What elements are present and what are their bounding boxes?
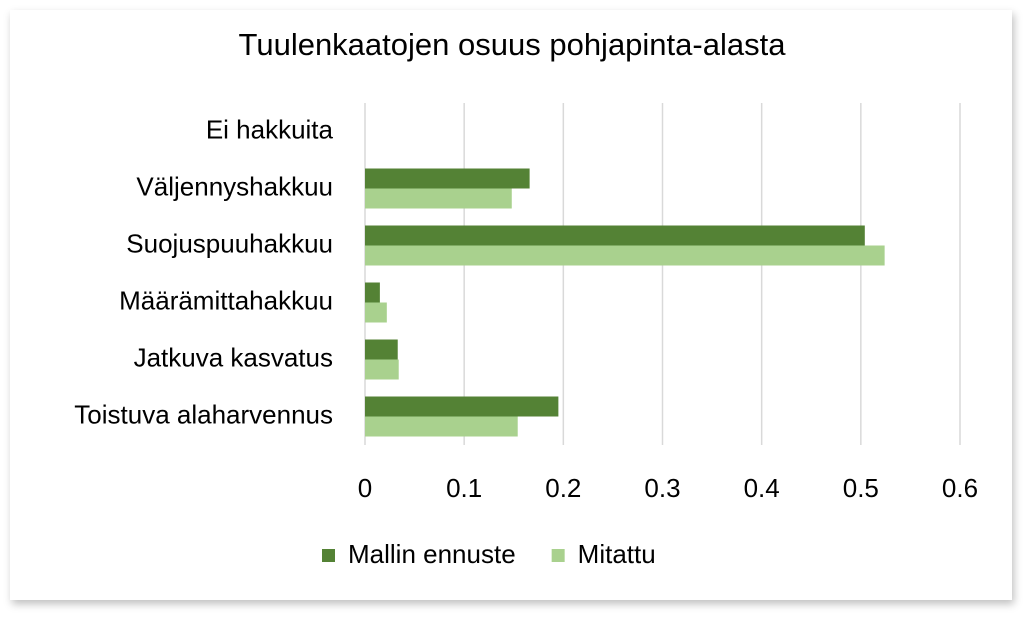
x-tick-label: 0.5 bbox=[843, 473, 879, 503]
bar bbox=[365, 396, 559, 417]
bar bbox=[365, 168, 530, 189]
legend-swatch bbox=[551, 549, 565, 562]
legend-label: Mitattu bbox=[578, 539, 656, 569]
bar bbox=[365, 245, 885, 266]
x-tick-label: 0.3 bbox=[644, 473, 680, 503]
bar bbox=[365, 225, 865, 246]
bar bbox=[365, 188, 512, 209]
legend-swatch bbox=[322, 549, 335, 562]
y-tick-label: Jatkuva kasvatus bbox=[134, 342, 333, 372]
bar bbox=[365, 302, 387, 323]
x-tick-label: 0 bbox=[358, 473, 372, 503]
bar bbox=[365, 416, 518, 437]
y-tick-label: Määrämittahakkuu bbox=[119, 285, 333, 315]
x-tick-label: 0.6 bbox=[942, 473, 978, 503]
bar bbox=[365, 282, 380, 303]
x-tick-label: 0.4 bbox=[744, 473, 780, 503]
chart-card bbox=[10, 10, 1012, 600]
legend-label: Mallin ennuste bbox=[348, 539, 516, 569]
x-tick-label: 0.2 bbox=[545, 473, 581, 503]
y-tick-label: Ei hakkuita bbox=[206, 114, 334, 144]
y-tick-label: Toistuva alaharvennus bbox=[74, 399, 333, 429]
bar bbox=[365, 339, 398, 360]
bar bbox=[365, 359, 399, 380]
x-tick-label: 0.1 bbox=[446, 473, 482, 503]
y-tick-label: Suojuspuuhakkuu bbox=[126, 228, 333, 258]
y-tick-label: Väljennyshakkuu bbox=[136, 171, 333, 201]
chart-title: Tuulenkaatojen osuus pohjapinta-alasta bbox=[239, 27, 787, 62]
